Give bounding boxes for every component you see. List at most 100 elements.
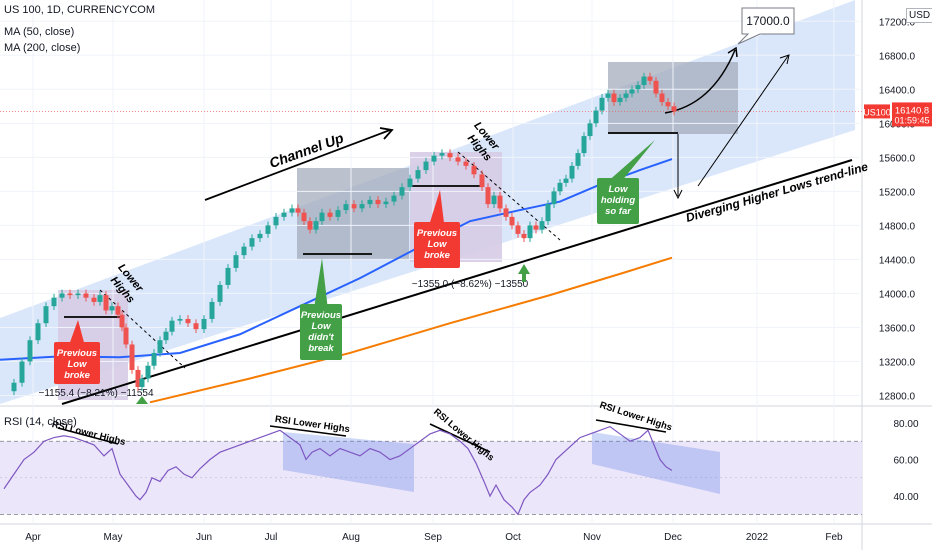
projection-drop-arrowhead — [673, 189, 683, 200]
callout-previous-low-broke-1-text: Previous — [57, 348, 97, 359]
candle-body — [307, 221, 313, 230]
candle-body — [327, 212, 333, 217]
candle-body — [515, 225, 521, 234]
green-up-arrow-small — [136, 396, 148, 404]
time-tick-label: Sep — [424, 532, 442, 543]
ma50-legend[interactable]: MA (50, close) — [4, 26, 75, 38]
candle-body — [407, 178, 413, 188]
candle-body — [383, 201, 389, 205]
price-tick-label: 16400.0 — [879, 85, 916, 96]
time-tick-label: Jun — [196, 532, 212, 543]
rsi-channel-box-1 — [283, 432, 414, 492]
candle-body — [527, 225, 533, 239]
candle-body — [233, 255, 239, 268]
candle-body — [423, 161, 429, 171]
candle-body — [521, 233, 527, 239]
candle-body — [169, 320, 175, 332]
ma200-legend[interactable]: MA (200, close) — [4, 42, 81, 54]
callout-previous-low-broke-1-pointer — [70, 320, 84, 342]
time-tick-label: Feb — [825, 532, 843, 543]
candle-body — [27, 340, 33, 362]
candle-body — [569, 165, 575, 179]
callout-low-holding-box[interactable] — [597, 178, 639, 224]
candle-body — [129, 344, 135, 370]
callout-previous-low-broke-1-box[interactable] — [54, 342, 100, 384]
time-tick-label: Dec — [664, 532, 682, 543]
candle-body — [599, 97, 605, 111]
consolidation-box-jul — [297, 168, 409, 260]
candle-body — [671, 106, 677, 112]
callout-previous-low-broke-2-pointer — [430, 190, 444, 222]
candle-body — [265, 225, 271, 234]
candle-body — [91, 297, 97, 302]
candle-body — [209, 301, 215, 319]
time-tick-label: Aug — [342, 532, 360, 543]
price-tick-label: 12800.0 — [879, 391, 916, 402]
candle-body — [647, 76, 653, 81]
candle-body — [605, 93, 611, 98]
candle-body — [431, 155, 437, 162]
currency-label[interactable]: USD — [906, 8, 932, 23]
candle-body — [273, 216, 279, 226]
candle-body — [123, 327, 129, 345]
candle-body — [177, 318, 183, 321]
target-label[interactable]: 17000.0 — [746, 14, 790, 28]
rsi-line — [3, 425, 673, 516]
time-tick-label: 2022 — [746, 532, 769, 543]
candle-body — [343, 204, 349, 211]
measure-label-1: −1155.4 (−8.21%) −11554 — [39, 388, 154, 399]
candle-body — [563, 178, 569, 183]
candle-body — [503, 208, 509, 217]
price-tick-label: 17200.0 — [879, 17, 916, 28]
callout-previous-low-didnt-break-pointer — [314, 258, 328, 304]
candle-body — [447, 153, 453, 158]
price-badge-value: 16140.8 — [895, 105, 929, 116]
rsi-channel-box-2 — [592, 432, 720, 494]
candle-body — [135, 369, 141, 387]
candle-body — [249, 238, 255, 247]
candle-body — [139, 378, 145, 387]
candle-body — [557, 182, 563, 192]
candle-body — [439, 153, 445, 156]
candle-body — [485, 187, 491, 205]
lower-highs-dashed-2 — [457, 151, 561, 241]
candle-body — [319, 212, 325, 222]
callout-low-holding-pointer — [611, 140, 655, 178]
time-tick-label: May — [104, 532, 123, 543]
target-up-arrow — [697, 55, 789, 187]
candle-body — [11, 382, 17, 392]
candle-body — [641, 76, 647, 86]
callout-previous-low-broke-2-box[interactable] — [414, 222, 460, 268]
price-tick-label: 13200.0 — [879, 357, 916, 368]
candle-body — [367, 199, 373, 205]
candle-body — [241, 246, 247, 256]
price-tick-label: 14000.0 — [879, 289, 916, 300]
green-up-arrow — [518, 264, 530, 282]
candle-body — [391, 195, 397, 202]
candle-body — [463, 161, 469, 166]
candle-body — [97, 295, 103, 302]
candle-body — [75, 293, 81, 296]
candle-body — [593, 110, 599, 124]
candle-body — [533, 225, 539, 230]
candle-body — [335, 210, 341, 217]
candle-body — [83, 293, 89, 298]
candle-body — [539, 221, 545, 230]
candle-body — [115, 306, 121, 315]
target-label-box[interactable] — [737, 7, 795, 45]
candle-body — [109, 306, 115, 311]
candle-body — [217, 284, 223, 302]
callout-low-holding-text: holding — [601, 195, 635, 206]
candle-body — [225, 267, 231, 285]
candle-body — [185, 318, 191, 324]
symbol-title[interactable]: US 100, 1D, CURRENCYCOM — [4, 4, 155, 16]
callout-previous-low-didnt-break-box[interactable] — [300, 304, 342, 360]
rsi-legend[interactable]: RSI (14, close) — [4, 416, 77, 428]
candle-body — [375, 199, 381, 205]
